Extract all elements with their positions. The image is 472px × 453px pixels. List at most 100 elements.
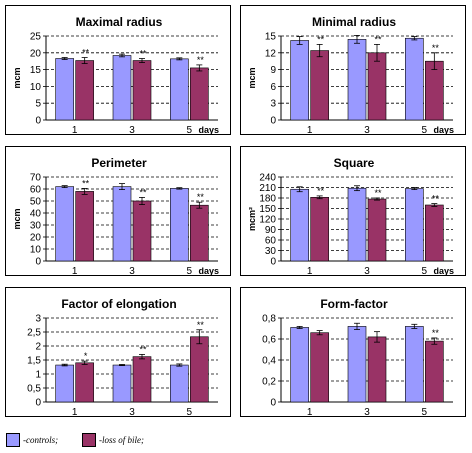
y-tick-label: 180 [259,194,276,205]
bar-controls [347,187,367,262]
chart-panel-maximal-radius: Maximal radius 0 5 10 15 20 25 mcm 1 ** 3 ** 5 ** days [5,5,231,136]
significance-mark: ** [197,55,205,65]
x-tick-label: 1 [72,407,78,418]
significance-mark: ** [432,194,440,204]
chart-panel-square: Square 0 30 60 90 120 150 180 210 240 mcm² 1 ** 3 ** 5 *… [240,146,466,277]
y-tick-label: 30 [265,246,277,257]
chart-title: Factor of elongation [61,297,176,311]
x-tick-label: 5 [422,125,428,136]
x-unit-label: days [198,266,219,276]
significance-mark: ** [317,186,325,196]
x-tick-label: 5 [187,266,193,277]
bar-controls [55,364,74,403]
bar-loss-of-bile [425,340,444,403]
bar-loss-of-bile [310,50,329,121]
y-tick-label: 0 [35,398,41,409]
x-tick-label: 3 [129,407,135,418]
chart-panel-minimal-radius: Minimal radius 0 3 6 9 12 15 mcm 1 ** 3 ** 5 ** days [240,5,466,136]
x-tick-label: 3 [364,266,370,277]
bar-loss-of-bile [367,198,387,262]
y-tick-label: 0,2 [262,377,276,388]
legend-swatch-controls [6,433,20,447]
x-unit-label: days [433,125,454,135]
bar-controls [170,58,189,121]
y-tick-label: 10 [30,82,42,93]
y-tick-label: 60 [265,236,277,247]
chart-panel-perimeter: Perimeter 0 10 20 30 40 50 60 70 mcm 1 ** 3 ** 5 ** days [5,146,231,277]
bar-controls [405,188,424,262]
bar-controls [170,364,189,403]
chart-svg: Form-factor 0 0,2 0,4 0,6 0,8 1 3 5 ** [262,297,453,418]
y-axis-label: mcm² [247,207,257,231]
y-tick-label: 2,5 [27,328,41,339]
chart-title: Square [334,156,375,170]
y-tick-label: 2 [35,342,41,353]
y-tick-label: 120 [259,215,276,226]
y-tick-label: 5 [35,99,41,110]
x-tick-label: 5 [187,125,193,136]
bar-controls [347,39,367,121]
y-tick-label: 9 [270,65,276,76]
y-tick-label: 15 [30,65,42,76]
significance-mark: * [84,351,88,361]
y-tick-label: 20 [30,233,42,244]
x-tick-label: 5 [422,266,428,277]
x-tick-label: 5 [187,407,193,418]
significance-mark: ** [432,328,440,338]
chart-title: Form-factor [320,297,388,311]
bar-loss-of-bile [132,356,152,403]
significance-mark: ** [82,178,90,188]
x-tick-label: 1 [307,266,313,277]
legend-label-controls: -controls; [23,435,59,445]
y-tick-label: 25 [30,32,42,43]
bar-controls [290,40,309,121]
y-tick-label: 0,6 [262,335,276,346]
y-tick-label: 0 [35,257,41,268]
bar-controls [290,188,309,262]
bar-loss-of-bile [132,60,152,121]
bar-loss-of-bile [190,336,209,403]
significance-mark: ** [139,187,147,197]
bar-controls [405,326,424,403]
y-tick-label: 3 [35,314,41,325]
y-tick-label: 0 [270,257,276,268]
y-tick-label: 0 [270,398,276,409]
y-axis-label: mcm [12,208,22,229]
y-tick-label: 240 [259,173,276,184]
y-tick-label: 10 [30,245,42,256]
significance-mark: ** [317,34,325,44]
chart-panel-form-factor: Form-factor 0 0,2 0,4 0,6 0,8 1 3 5 ** [240,287,466,418]
chart-svg: Maximal radius 0 5 10 15 20 25 mcm 1 ** 3 ** 5 ** days [12,15,219,136]
significance-mark: ** [197,320,205,330]
chart-svg: Minimal radius 0 3 6 9 12 15 mcm 1 ** 3 ** 5 ** days [247,15,454,136]
x-tick-label: 5 [422,407,428,418]
y-tick-label: 30 [30,221,42,232]
bar-loss-of-bile [190,204,209,262]
bar-controls [112,55,132,121]
bar-loss-of-bile [75,191,94,262]
y-tick-label: 0 [35,116,41,127]
y-tick-label: 0 [270,116,276,127]
y-tick-label: 0,4 [262,356,276,367]
y-tick-label: 0,8 [262,314,276,325]
x-tick-label: 1 [72,266,78,277]
bar-loss-of-bile [310,196,329,262]
significance-mark: ** [139,49,147,59]
x-tick-label: 1 [72,125,78,136]
bar-controls [55,186,74,262]
y-tick-label: 6 [270,82,276,93]
chart-title: Minimal radius [312,15,396,29]
y-tick-label: 50 [30,197,42,208]
y-tick-label: 210 [259,183,276,194]
bar-controls [112,364,132,403]
bar-loss-of-bile [132,200,152,262]
y-tick-label: 1,5 [27,356,41,367]
y-tick-label: 40 [30,209,42,220]
y-tick-label: 60 [30,185,42,196]
y-axis-label: mcm [12,67,22,88]
x-unit-label: days [198,125,219,135]
chart-svg: Factor of elongation 0 0,5 1 1,5 2 2,5 3 1 * 3 ** 5 *… [27,297,218,418]
bar-loss-of-bile [310,332,329,403]
